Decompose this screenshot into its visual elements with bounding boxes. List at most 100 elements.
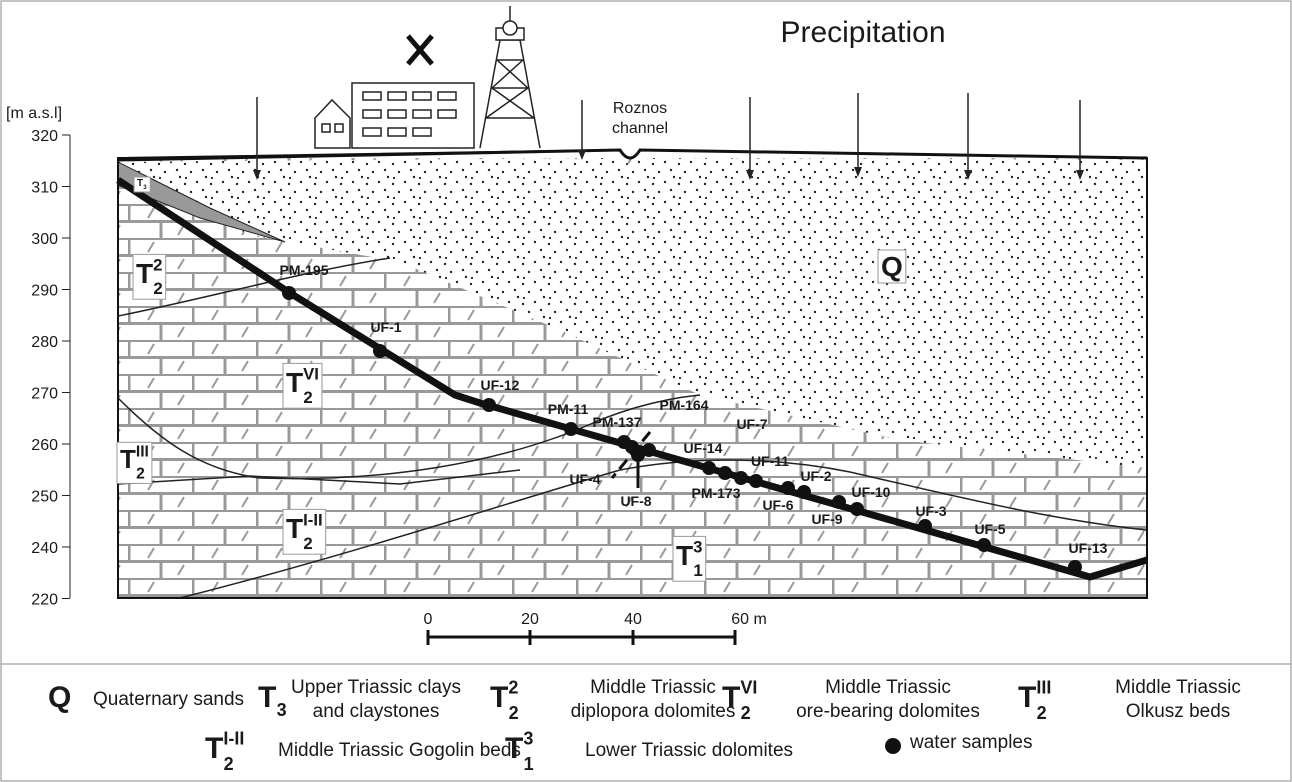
water-sample <box>625 440 639 454</box>
hammer-icon <box>408 36 432 64</box>
sample-label: UF-2 <box>800 468 831 484</box>
y-tick-label: 320 <box>31 128 58 145</box>
water-sample <box>1068 560 1082 574</box>
symbol-sub: 2 <box>136 465 145 482</box>
sample-label: UF-6 <box>762 497 793 513</box>
sample-label: UF-11 <box>751 453 789 469</box>
mine-buildings <box>315 6 540 148</box>
legend-text: water samples <box>909 732 1033 753</box>
unit-symbol: Q <box>881 251 903 282</box>
symbol-sup: VI <box>303 364 319 383</box>
channel-label: Roznos <box>613 100 667 117</box>
cross-section: PrecipitationRoznoschannel[m a.s.l]32031… <box>0 0 1292 782</box>
symbol-letter: T <box>258 681 276 714</box>
symbol-letter: T <box>205 732 223 765</box>
symbol-letter: Q <box>48 681 71 714</box>
legend-text: Middle Triassic Gogolin beds <box>278 740 521 761</box>
legend-text: and claystones <box>313 701 440 722</box>
water-sample <box>850 502 864 516</box>
sample-label: PM-164 <box>659 397 708 413</box>
y-tick-label: 240 <box>31 540 58 557</box>
water-sample <box>702 461 716 475</box>
symbol-letter: T <box>136 258 153 289</box>
symbol-sub: 2 <box>303 388 312 407</box>
sample-label: UF-3 <box>915 503 946 519</box>
legend-text: Quaternary sands <box>93 689 244 710</box>
sample-label: UF-5 <box>974 521 1005 537</box>
scale-label: 60 m <box>731 611 767 628</box>
symbol-sub: 3 <box>277 700 287 720</box>
symbol-sub: 1 <box>524 754 534 774</box>
y-tick-label: 220 <box>31 592 58 609</box>
legend-dot <box>885 738 901 754</box>
water-sample <box>781 481 795 495</box>
legend-text: Middle Triassic <box>825 677 951 698</box>
symbol-sup: 2 <box>153 255 162 274</box>
water-sample <box>564 422 578 436</box>
sample-label: PM-173 <box>691 485 740 501</box>
legend-text: Olkusz beds <box>1126 701 1231 722</box>
legend-text: ore-bearing dolomites <box>796 701 980 722</box>
symbol-sub: 2 <box>224 754 234 774</box>
water-sample <box>832 495 846 509</box>
legend-text: Middle Triassic <box>1115 677 1241 698</box>
symbol-sup: 3 <box>693 537 702 556</box>
legend-text: diplopora dolomites <box>571 701 736 722</box>
symbol-letter: Q <box>881 251 903 282</box>
legend-text: Upper Triassic clays <box>291 677 461 698</box>
symbol-sup: VI <box>740 678 757 698</box>
symbol-letter: T <box>722 681 740 714</box>
sample-label: UF-7 <box>736 416 767 432</box>
y-tick-label: 270 <box>31 386 58 403</box>
symbol-sup: III <box>1036 678 1051 698</box>
symbol-letter: T <box>676 540 693 571</box>
scale-label: 0 <box>424 611 433 628</box>
symbol-letter: T <box>120 444 136 474</box>
symbol-sub: 2 <box>303 534 312 553</box>
symbol-sup: I-II <box>303 510 323 529</box>
water-sample <box>482 398 496 412</box>
unit-symbol: TI-II 2 <box>205 729 244 775</box>
water-sample <box>734 471 748 485</box>
sample-label: UF-12 <box>481 377 520 393</box>
legend-text: Lower Triassic dolomites <box>585 740 793 761</box>
y-tick-label: 300 <box>31 231 58 248</box>
symbol-sub: 2 <box>509 703 519 723</box>
sample-label: PM-137 <box>592 414 641 430</box>
sample-label: PM-195 <box>279 262 328 278</box>
y-tick-label: 280 <box>31 334 58 351</box>
scale-label: 20 <box>521 611 539 628</box>
title: Precipitation <box>780 16 945 49</box>
water-sample <box>749 474 763 488</box>
water-sample <box>282 286 296 300</box>
scale-label: 40 <box>624 611 642 628</box>
channel-label: channel <box>612 120 668 137</box>
symbol-letter: T <box>490 681 508 714</box>
symbol-sup: III <box>136 443 149 460</box>
y-tick-label: 290 <box>31 283 58 300</box>
symbol-sub: 2 <box>741 703 751 723</box>
y-tick-label: 250 <box>31 489 58 506</box>
sample-label: UF-1 <box>370 319 401 335</box>
symbol-letter: T <box>286 513 303 544</box>
water-sample <box>797 485 811 499</box>
sample-label: UF-14 <box>684 440 723 456</box>
symbol-sub: 1 <box>693 561 702 580</box>
symbol-sub: 2 <box>153 279 162 298</box>
sample-label: UF-8 <box>620 493 651 509</box>
unit-symbol: Q <box>48 681 71 714</box>
y-tick-label: 260 <box>31 437 58 454</box>
water-sample <box>918 519 932 533</box>
water-sample <box>977 538 991 552</box>
axis-label: [m a.s.l] <box>6 105 62 122</box>
symbol-sup: 3 <box>523 729 533 749</box>
symbol-letter: T <box>1018 681 1036 714</box>
symbol-letter: T <box>137 178 143 189</box>
legend-text: Middle Triassic <box>590 677 716 698</box>
unit-symbol: T3 <box>258 681 287 720</box>
symbol-sup: I-II <box>223 729 244 749</box>
water-sample <box>373 344 387 358</box>
sample-label: UF-4 <box>569 471 600 487</box>
